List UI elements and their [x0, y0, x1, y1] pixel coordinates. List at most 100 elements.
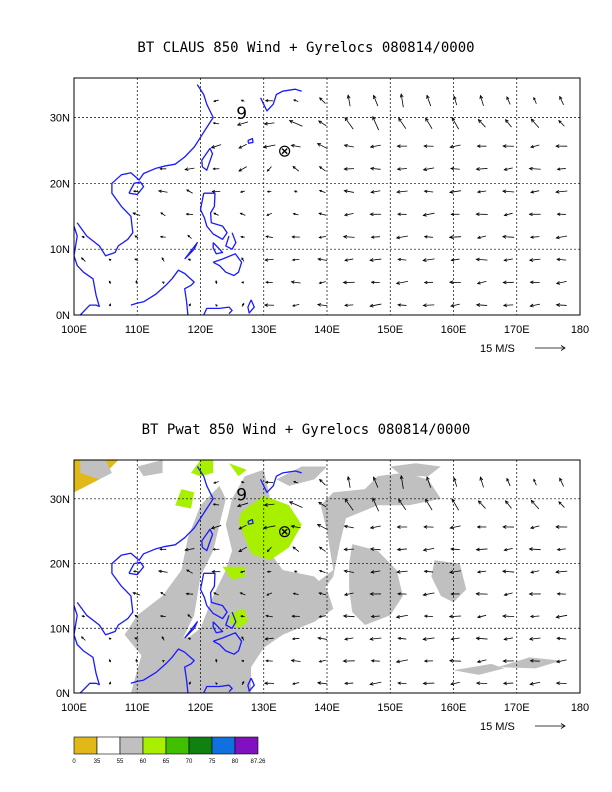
wind-vector	[108, 637, 112, 640]
wind-vector	[236, 502, 249, 508]
wind-vector	[211, 570, 221, 574]
pwat-green-area	[222, 566, 245, 580]
wind-vector	[292, 165, 300, 172]
wind-vector	[423, 659, 434, 663]
colorbar-label: 87.26	[250, 759, 266, 765]
wind-vector	[291, 235, 300, 239]
wind-vector	[502, 525, 514, 529]
colorbar-swatch	[73, 736, 98, 755]
wind-vector	[344, 498, 354, 511]
wind-vector	[239, 190, 246, 193]
wind-vector	[370, 235, 380, 239]
wind-vector	[319, 478, 326, 486]
wind-vector	[185, 212, 194, 216]
wind-vector	[479, 476, 484, 488]
wind-vector	[241, 302, 245, 307]
wind-vector	[422, 303, 435, 308]
wind-vector	[426, 94, 432, 107]
wind-vector	[423, 189, 434, 194]
wind-vector	[425, 117, 433, 129]
wind-vector	[187, 614, 192, 619]
wind-vector	[210, 144, 222, 149]
coastline	[247, 677, 255, 692]
wind-vector	[425, 498, 433, 511]
coastline	[128, 561, 145, 576]
wind-vector	[342, 280, 355, 285]
coastline	[260, 470, 302, 494]
wind-vector	[343, 592, 354, 597]
wind-vector	[449, 525, 461, 530]
wind-vector	[291, 258, 300, 262]
wind-vector	[529, 614, 540, 619]
wind-vector	[238, 546, 247, 553]
wind-vector	[395, 235, 408, 240]
wind-vector	[369, 525, 381, 530]
wind-vector	[159, 548, 167, 551]
wind-vector	[502, 569, 515, 574]
coastline	[225, 232, 237, 250]
wind-vector	[451, 498, 460, 511]
wind-vector	[80, 636, 86, 641]
wind-vector	[476, 570, 487, 574]
wind-vector	[397, 257, 407, 262]
wind-vector	[558, 119, 565, 127]
lon-tick-label: 160E	[441, 324, 467, 336]
wind-vector	[159, 615, 166, 618]
wind-vector	[399, 93, 404, 108]
colorbar-label: 70	[186, 759, 193, 765]
wind-vector	[370, 659, 380, 663]
lon-tick-label: 150E	[377, 702, 403, 714]
pwat-gray-area	[349, 544, 403, 625]
wind-vector	[318, 120, 327, 127]
wind-vector	[108, 681, 112, 685]
wind-vector	[293, 190, 298, 193]
wind-vector	[423, 569, 434, 574]
wind-vector	[450, 637, 460, 641]
wind-vector	[344, 116, 354, 130]
lon-tick-label: 100E	[61, 702, 87, 714]
wind-vector	[398, 117, 407, 129]
wind-vector	[343, 189, 355, 194]
wind-vector	[448, 235, 462, 239]
wind-vector	[450, 303, 460, 308]
wind-vector	[134, 235, 139, 239]
wind-vector	[450, 592, 460, 596]
wind-vector	[448, 190, 461, 194]
wind-vector	[448, 614, 462, 619]
wind-vector	[395, 614, 408, 619]
wind-vector	[556, 547, 566, 552]
wind-vector	[239, 570, 246, 573]
wind-vector	[529, 659, 540, 663]
wind-vector	[476, 525, 487, 529]
lon-tick-label: 180	[571, 324, 589, 336]
wind-vector	[318, 212, 327, 216]
wind-vector	[161, 636, 165, 641]
wind-vector	[213, 99, 219, 103]
wind-vector	[556, 212, 566, 216]
lon-tick-label: 140E	[314, 702, 340, 714]
wind-vector	[397, 681, 407, 685]
coastline	[247, 137, 254, 144]
wind-vector	[159, 235, 166, 239]
claus-wind-map: 9 ⊗ 100E 110E 120E 130E 140E 150E 160E 170E 180 0N 1…	[50, 77, 589, 355]
lon-tick-label: 170E	[504, 324, 530, 336]
wind-vector	[184, 167, 195, 171]
wind-vector	[266, 212, 273, 216]
wind-vector	[475, 212, 488, 217]
wind-vector	[476, 659, 487, 664]
map-frame	[73, 459, 581, 694]
wind-vector	[241, 281, 244, 284]
wind-vector	[132, 190, 140, 193]
coastline	[199, 572, 228, 620]
wind-vector	[263, 681, 275, 685]
wind-vector	[240, 615, 245, 618]
wind-vector	[370, 190, 381, 194]
wind-vector	[475, 547, 488, 552]
wind-vector	[504, 118, 512, 128]
wind-vector	[211, 189, 221, 194]
lon-tick-label: 170E	[504, 702, 530, 714]
wind-vector	[475, 303, 488, 307]
wind-vector	[503, 637, 513, 641]
wind-vector	[372, 497, 380, 512]
wind-vector	[236, 121, 249, 126]
